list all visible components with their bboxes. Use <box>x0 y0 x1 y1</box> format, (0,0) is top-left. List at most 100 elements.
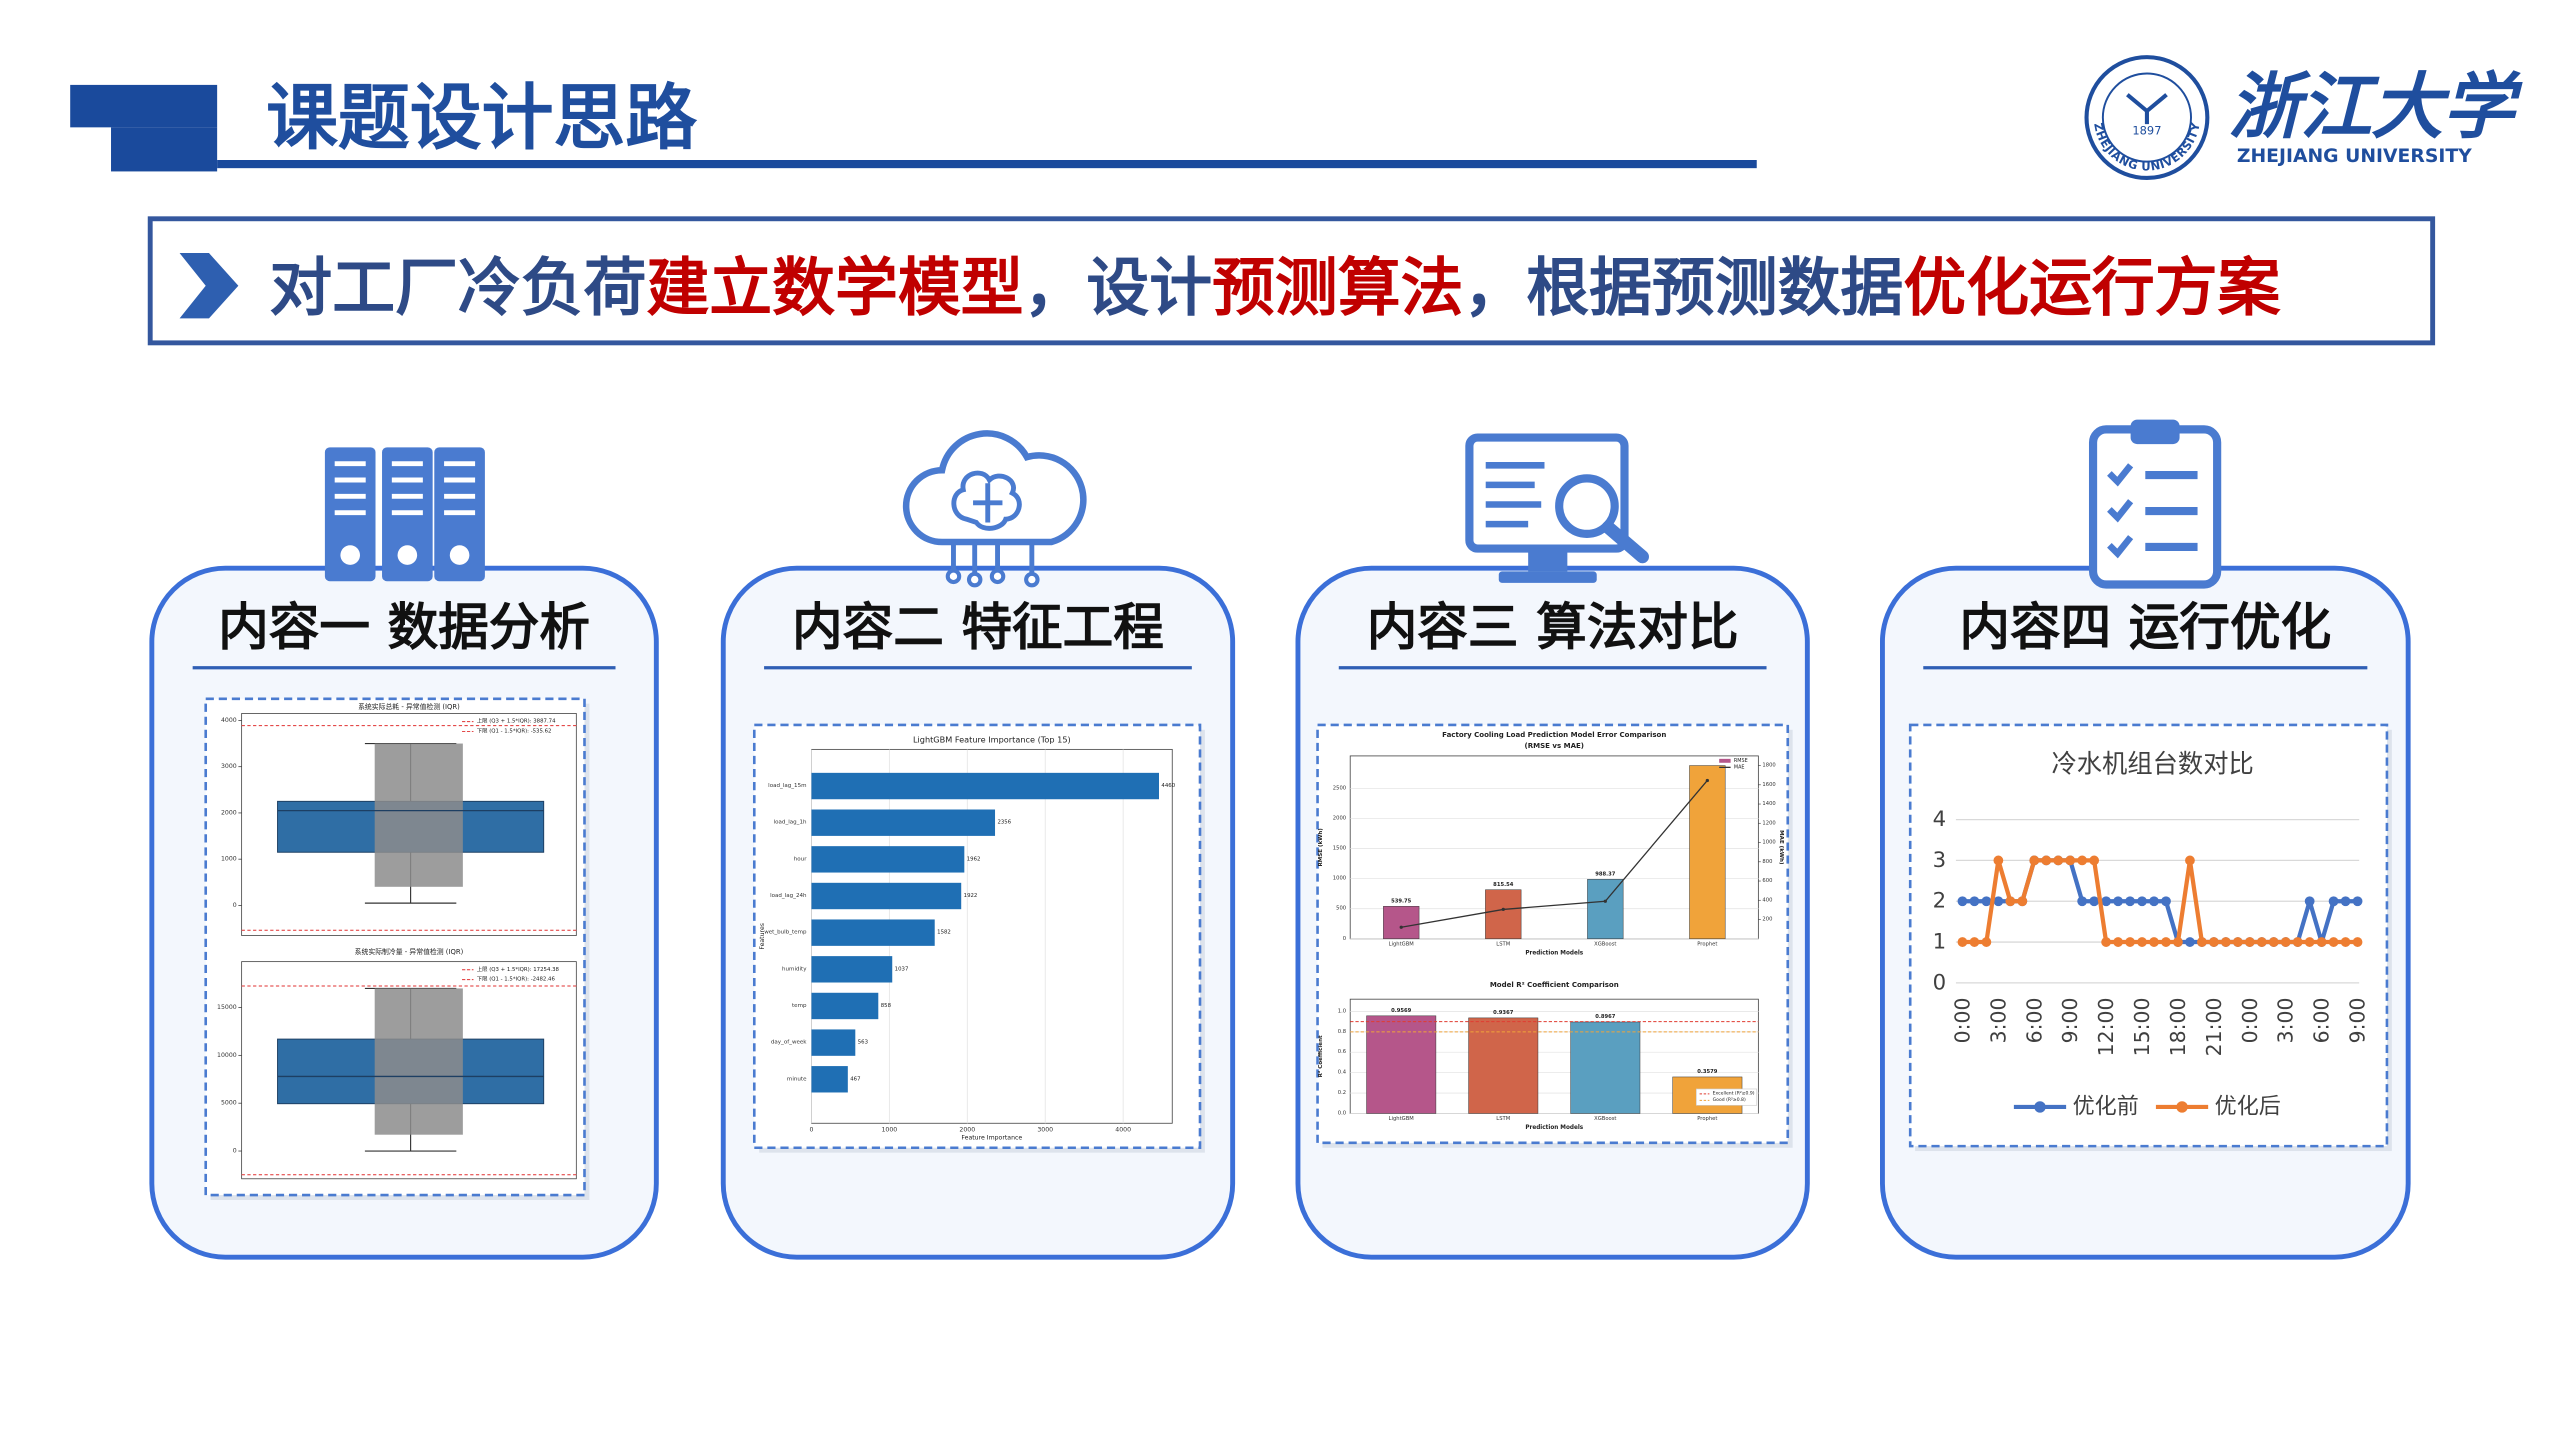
chart-title: Model R² Coefficient Comparison <box>1490 980 1619 989</box>
y-tick-label: 4 <box>1933 807 1947 832</box>
seal-emblem <box>2126 93 2168 125</box>
bar <box>1570 1021 1641 1114</box>
line-marker <box>2352 896 2363 907</box>
line-marker <box>1993 896 2004 907</box>
line-marker <box>2352 937 2363 947</box>
banner-segment: 预测算法 <box>1212 251 1463 324</box>
bar <box>811 772 1159 800</box>
line-marker <box>1705 778 1709 783</box>
category-label: humidity <box>782 966 807 972</box>
line-marker <box>2244 937 2255 947</box>
header-block <box>111 127 218 172</box>
line-marker <box>2149 896 2159 907</box>
y-tick-label: 500 <box>1336 906 1346 912</box>
y2-axis-label: MAE (kWh) <box>1778 830 1784 865</box>
line-marker <box>2268 937 2279 947</box>
card-title: 内容一 数据分析 <box>218 597 590 656</box>
magnifier <box>1555 474 1619 538</box>
binder-ring <box>397 545 418 565</box>
line-marker <box>1993 855 2004 866</box>
legend-label: 上限 (Q3 + 1.5*IQR): 17254.38 <box>477 965 560 973</box>
line-marker <box>2005 896 2016 907</box>
line-marker <box>1957 896 1968 907</box>
category-label: temp <box>792 1003 807 1009</box>
line <box>1401 780 1708 928</box>
y-tick-label: 0.4 <box>1338 1070 1347 1076</box>
value-label: 2356 <box>997 820 1011 826</box>
bar <box>811 1066 848 1093</box>
card-title: 内容二 特征工程 <box>792 597 1164 656</box>
line-marker <box>2077 855 2088 866</box>
y-tick-label: 0.6 <box>1338 1049 1346 1055</box>
value-label: 467 <box>850 1076 860 1082</box>
bar <box>811 882 962 910</box>
bar <box>811 956 893 983</box>
legend-label: 下限 (Q1 - 1.5*IQR): -535.62 <box>477 726 552 734</box>
line-marker <box>2113 937 2123 947</box>
x-axis-label: Prediction Models <box>1525 1125 1583 1131</box>
logo-name: 浙江大学 <box>2229 68 2524 148</box>
icon-cloud-brain <box>902 430 1087 588</box>
y-tick-label: 4000 <box>221 717 237 724</box>
line-marker <box>2161 937 2171 947</box>
y2-tick-label: 200 <box>1762 917 1772 923</box>
y-tick-label: 3000 <box>221 763 237 770</box>
circuit-node <box>945 568 962 585</box>
x-tick-label: 6:00 <box>2310 998 2334 1044</box>
x-tick-label: 3:00 <box>2274 998 2298 1044</box>
x-axis-label: Feature Importance <box>961 1134 1022 1141</box>
category-label: load_lag_1h <box>774 820 807 826</box>
icon-binders <box>324 447 485 582</box>
chart-title: 系统实际总耗 - 异常值检测 (IQR) <box>358 702 460 711</box>
chart-title: Factory Cooling Load Prediction Model Er… <box>1442 730 1666 739</box>
legend-label: Excellent (R²≥0.9) <box>1713 1090 1755 1096</box>
y-tick-label: 0.0 <box>1338 1110 1346 1116</box>
line-marker <box>2125 937 2135 947</box>
y-tick-label: 10000 <box>217 1052 237 1059</box>
y-axis-label: Features <box>759 923 766 950</box>
line-marker <box>2053 855 2064 866</box>
x-tick-label: 2000 <box>959 1126 975 1133</box>
x-tick-label: 12:00 <box>2094 998 2118 1057</box>
card: 内容三 算法对比 Factory Cooling Load Prediction … <box>1295 565 1810 1260</box>
y2-tick-label: 1400 <box>1762 801 1775 807</box>
line-marker <box>2017 896 2028 907</box>
value-label: 815.54 <box>1493 882 1514 888</box>
circuit-node <box>1024 571 1040 588</box>
x-tick-label: 0 <box>809 1126 813 1133</box>
x-axis-label: Prediction Models <box>1525 950 1583 956</box>
page-title: 课题设计思路 <box>266 76 697 160</box>
legend-label: Good (R²≥0.8) <box>1713 1097 1746 1103</box>
y-tick-label: 0 <box>1933 970 1947 995</box>
bar <box>1587 879 1624 940</box>
bar <box>1383 906 1420 940</box>
header-rule <box>217 160 1757 169</box>
value-label: 858 <box>881 1003 892 1009</box>
line-marker <box>1981 937 1992 947</box>
y2-tick-label: 1600 <box>1762 782 1775 788</box>
bar <box>1485 889 1522 940</box>
line-marker <box>2065 855 2076 866</box>
x-tick-label: 4000 <box>1115 1126 1131 1133</box>
legend-label: 上限 (Q3 + 1.5*IQR): 3887.74 <box>477 717 556 725</box>
bar <box>811 1029 856 1056</box>
y-tick-label: 2000 <box>1333 815 1346 821</box>
y2-tick-label: 600 <box>1762 878 1772 884</box>
category-label: minute <box>787 1076 807 1082</box>
icon-checklist <box>2088 419 2222 589</box>
line-marker <box>2220 937 2231 947</box>
value-label: 1922 <box>964 893 978 899</box>
category-label: LSTM <box>1496 941 1510 947</box>
x-tick-label: 21:00 <box>2202 998 2226 1057</box>
line-marker <box>1399 925 1403 929</box>
circuit-lines <box>951 542 1035 575</box>
circuit-node <box>989 568 1006 585</box>
y2-tick-label: 1000 <box>1762 840 1775 846</box>
line-marker <box>2125 896 2135 907</box>
bar <box>1468 1017 1539 1114</box>
line-marker <box>2113 896 2123 907</box>
category-label: LightGBM <box>1389 1116 1414 1122</box>
